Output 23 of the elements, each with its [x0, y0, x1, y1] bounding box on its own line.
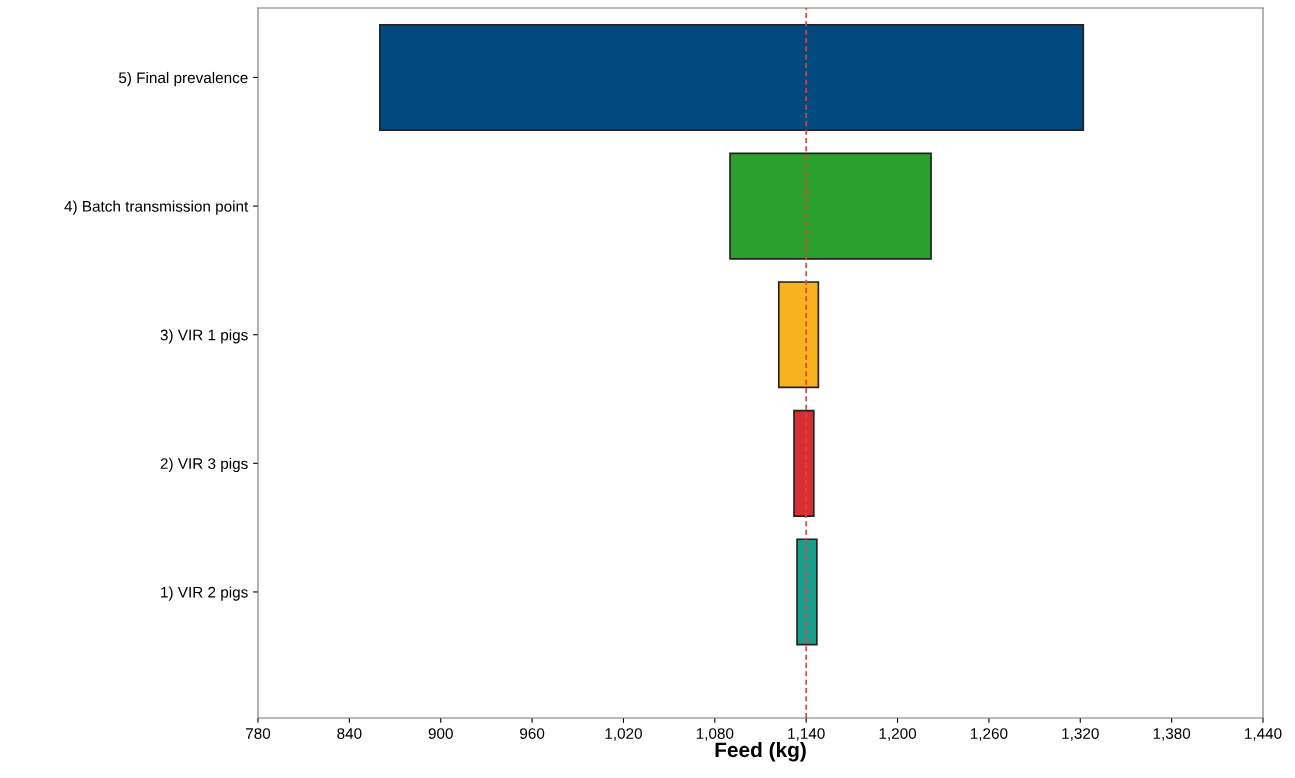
x-tick-label: 1,200: [879, 728, 917, 741]
x-tick-label: 840: [337, 728, 362, 739]
bar: [729, 152, 932, 260]
x-tick-label: 1,320: [1062, 728, 1099, 741]
x-tick-label: 1,020: [605, 728, 642, 741]
y-tick-label: 5) Final prevalence: [118, 71, 248, 87]
x-tick-label: 900: [428, 728, 453, 739]
x-axis-title: Feed (kg): [715, 741, 806, 762]
y-tick-label: 1) VIR 2 pigs: [161, 586, 248, 601]
x-tick-label: 960: [520, 728, 545, 739]
x-tick-label: 1,140: [788, 728, 825, 741]
x-tick-label: 780: [246, 728, 271, 739]
x-tick-label: 1,260: [970, 728, 1008, 741]
bar: [793, 409, 815, 517]
x-tick-label: 1,440: [1245, 728, 1282, 741]
y-tick-label: 4) Batch transmission point: [64, 200, 249, 215]
y-tick-label: 2) VIR 3 pigs: [160, 457, 248, 473]
x-tick-label: 1,080: [696, 728, 734, 741]
bar: [378, 23, 1085, 132]
y-tick-label: 3) VIR 1 pigs: [160, 329, 248, 344]
bar: [796, 538, 818, 646]
bar: [777, 281, 820, 389]
x-tick-label: 1,380: [1153, 728, 1191, 741]
